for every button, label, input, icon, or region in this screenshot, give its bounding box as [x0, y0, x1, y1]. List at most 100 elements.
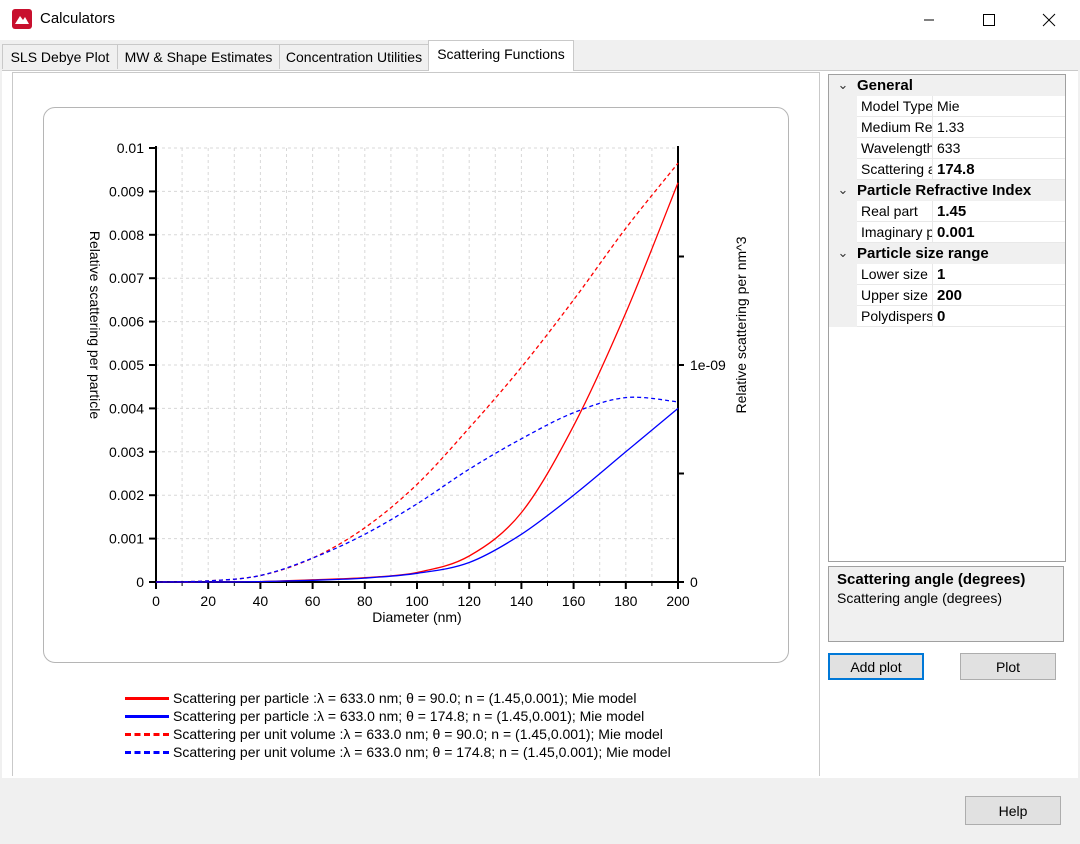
property-name: Upper size: [857, 285, 933, 306]
grid-gutter: [829, 96, 857, 117]
legend-swatch: [125, 714, 169, 718]
description-text: Scattering angle (degrees): [837, 590, 1002, 606]
y-tick-label: 0.008: [109, 227, 144, 243]
tab-sls-debye-plot[interactable]: SLS Debye Plot: [2, 44, 118, 69]
property-row-scattering-angle[interactable]: Scattering angle 174.8: [829, 159, 1065, 180]
y2-tick-label: 0: [690, 574, 698, 590]
property-row-polydispersity[interactable]: Polydispersity 0: [829, 306, 1065, 327]
description-title: Scattering angle (degrees): [837, 571, 1026, 588]
legend-item: Scattering per unit volume :λ = 633.0 nm…: [125, 725, 671, 743]
plot-area: 0 0.001 0.002 0.003 0.004 0.005 0.006 0.007 0.00…: [12, 72, 820, 776]
y-tick-label: 0.009: [109, 183, 144, 199]
maximize-button[interactable]: [960, 0, 1018, 40]
series-line-2: [155, 407, 679, 583]
property-row-upper-size[interactable]: Upper size 200: [829, 285, 1065, 306]
legend-item: Scattering per unit volume :λ = 633.0 nm…: [125, 743, 671, 761]
x-tick-label: 180: [614, 593, 638, 609]
grid-gutter: [829, 222, 857, 243]
property-row-model-type[interactable]: Model Type Mie: [829, 96, 1065, 117]
bottom-bar: Help: [0, 778, 1080, 844]
chevron-down-icon[interactable]: ⌄: [837, 182, 849, 197]
x-tick-label: 120: [458, 593, 482, 609]
legend-swatch: [125, 750, 169, 754]
minimize-button[interactable]: [900, 0, 958, 40]
property-name: Lower size: [857, 264, 933, 285]
property-value[interactable]: 1.45: [933, 201, 1065, 222]
window-title: Calculators: [40, 10, 116, 27]
category-general[interactable]: ⌄ General: [829, 75, 1065, 96]
scattering-functions-panel: 0 0.001 0.002 0.003 0.004 0.005 0.006 0.007 0.00…: [2, 70, 1078, 779]
property-row-real-part[interactable]: Real part 1.45: [829, 201, 1065, 222]
property-name: Model Type: [857, 96, 933, 117]
grid-gutter: [829, 138, 857, 159]
property-row-medium-refractive-index[interactable]: Medium Refractive Index 1.33: [829, 117, 1065, 138]
property-row-lower-size[interactable]: Lower size 1: [829, 264, 1065, 285]
property-name: Polydispersity: [857, 306, 933, 327]
tab-mw-shape-estimates[interactable]: MW & Shape Estimates: [117, 44, 280, 69]
x-tick-label: 160: [562, 593, 586, 609]
x-tick-label: 60: [305, 593, 321, 609]
x-tick-label: 20: [200, 593, 216, 609]
y-tick-label: 0.002: [109, 487, 144, 503]
chart-legend: Scattering per particle :λ = 633.0 nm; θ…: [125, 689, 671, 761]
y-tick-label: 0.005: [109, 357, 144, 373]
y2-axis-label: Relative scattering per nm^3: [733, 236, 749, 413]
chevron-down-icon[interactable]: ⌄: [837, 245, 849, 260]
x-tick-label: 40: [253, 593, 269, 609]
legend-label: Scattering per particle :λ = 633.0 nm; θ…: [173, 690, 637, 706]
y2-tick-label: 1e-09: [690, 357, 726, 373]
chevron-down-icon[interactable]: ⌄: [837, 77, 849, 92]
property-description-panel: Scattering angle (degrees) Scattering an…: [828, 566, 1064, 642]
property-value[interactable]: 0: [933, 306, 1065, 327]
scattering-chart: 0 0.001 0.002 0.003 0.004 0.005 0.006 0.007 0.00…: [87, 140, 749, 625]
plot-button[interactable]: Plot: [960, 653, 1056, 680]
legend-label: Scattering per particle :λ = 633.0 nm; θ…: [173, 708, 645, 724]
legend-swatch: [125, 696, 169, 700]
property-value[interactable]: 0.001: [933, 222, 1065, 243]
legend-swatch: [125, 732, 169, 736]
property-value[interactable]: 200: [933, 285, 1065, 306]
category-label: General: [857, 76, 913, 94]
category-label: Particle size range: [857, 244, 989, 262]
legend-label: Scattering per unit volume :λ = 633.0 nm…: [173, 726, 663, 742]
close-button[interactable]: [1020, 0, 1078, 40]
chart-frame: 0 0.001 0.002 0.003 0.004 0.005 0.006 0.007 0.00…: [43, 107, 789, 663]
property-value[interactable]: 633: [933, 138, 1065, 159]
property-row-imaginary-part[interactable]: Imaginary part 0.001: [829, 222, 1065, 243]
x-tick-label: 200: [666, 593, 690, 609]
tab-concentration-utilities[interactable]: Concentration Utilities: [279, 44, 429, 69]
property-value[interactable]: 1.33: [933, 117, 1065, 138]
x-tick-label: 80: [357, 593, 373, 609]
grid-gutter: [829, 159, 857, 180]
property-value[interactable]: 1: [933, 264, 1065, 285]
x-axis-label: Diameter (nm): [372, 609, 461, 625]
y-axis-label: Relative scattering per particle: [87, 231, 103, 420]
title-bar: Calculators: [0, 0, 1080, 40]
grid-gutter: [829, 264, 857, 285]
y-tick-label: 0: [136, 574, 144, 590]
grid-gutter: [829, 285, 857, 306]
help-button[interactable]: Help: [965, 796, 1061, 825]
add-plot-button[interactable]: Add plot: [828, 653, 924, 680]
tab-scattering-functions[interactable]: Scattering Functions: [428, 40, 574, 71]
legend-item: Scattering per particle :λ = 633.0 nm; θ…: [125, 707, 671, 725]
legend-label: Scattering per unit volume :λ = 633.0 nm…: [173, 744, 671, 760]
x-tick-label: 140: [510, 593, 534, 609]
property-grid[interactable]: ⌄ General Model Type Mie Medium Refracti…: [828, 74, 1066, 562]
x-tick-label: 100: [405, 593, 429, 609]
y-tick-label: 0.001: [109, 531, 144, 547]
category-particle-refractive-index[interactable]: ⌄ Particle Refractive Index: [829, 180, 1065, 201]
property-value[interactable]: Mie: [933, 96, 1065, 117]
grid-gutter: [829, 201, 857, 222]
property-value[interactable]: 174.8: [933, 159, 1065, 180]
y-tick-label: 0.007: [109, 270, 144, 286]
grid-gutter: [829, 306, 857, 327]
y-tick-label: 0.003: [109, 444, 144, 460]
legend-item: Scattering per particle :λ = 633.0 nm; θ…: [125, 689, 671, 707]
tab-strip: SLS Debye Plot MW & Shape Estimates Conc…: [0, 40, 1080, 71]
category-label: Particle Refractive Index: [857, 181, 1032, 199]
category-particle-size-range[interactable]: ⌄ Particle size range: [829, 243, 1065, 264]
x-tick-label: 0: [152, 593, 160, 609]
property-row-wavelength[interactable]: Wavelength 633: [829, 138, 1065, 159]
y-tick-label: 0.004: [109, 400, 144, 416]
